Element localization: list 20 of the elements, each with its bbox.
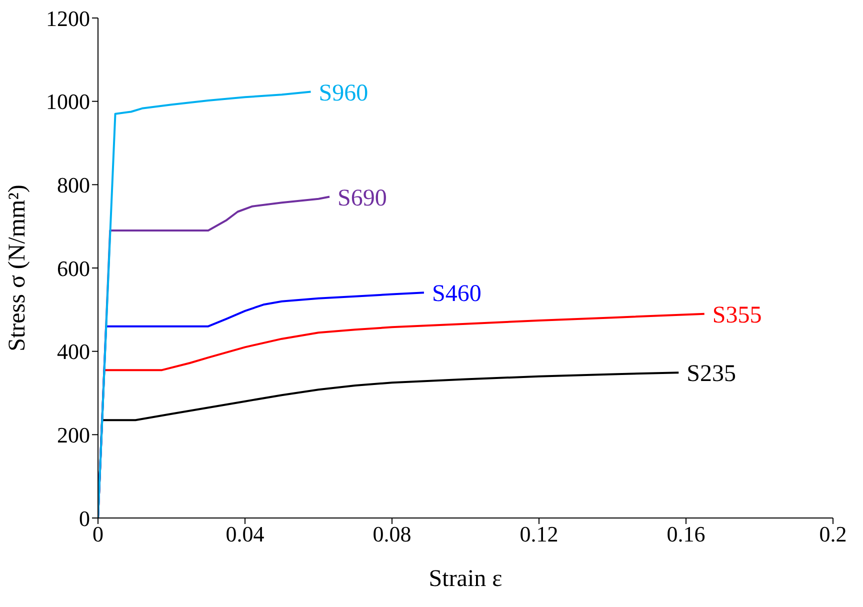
y-tick-label: 800: [57, 172, 90, 198]
x-tick-label: 0.12: [520, 522, 558, 547]
line-series: [98, 90, 312, 518]
series-label: S690: [338, 185, 387, 212]
series-label: S235: [686, 361, 736, 388]
x-tick-label: 0.04: [226, 522, 264, 547]
y-tick-label: 600: [57, 256, 90, 281]
x-tick-label: 0.2: [819, 522, 847, 547]
y-tick-label: 400: [57, 339, 90, 364]
x-tick-label: 0.16: [666, 522, 706, 547]
y-tick-label: 0: [79, 506, 90, 531]
y-tick-label: 1200: [46, 6, 90, 31]
series-label: S355: [712, 302, 762, 328]
x-axis-title: Strain ε: [428, 566, 502, 592]
y-tick-label: 200: [57, 422, 90, 448]
series-label: S960: [318, 80, 368, 106]
y-tick-label: 1000: [46, 89, 90, 114]
series-label: S460: [432, 281, 482, 308]
x-tick-label: 0.08: [372, 522, 412, 547]
y-axis-title: Stress σ (N/mm²): [4, 184, 31, 352]
